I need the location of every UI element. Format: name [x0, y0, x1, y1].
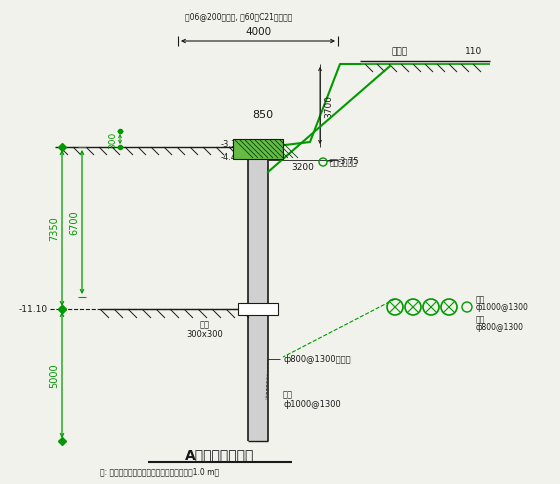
Text: 110: 110 [465, 47, 483, 56]
Text: 3700: 3700 [324, 94, 333, 117]
Text: ф800@1300: ф800@1300 [476, 323, 524, 332]
Text: 6700: 6700 [69, 210, 79, 235]
Text: 4000: 4000 [245, 27, 271, 37]
Text: 850: 850 [253, 110, 274, 120]
Text: -4.40: -4.40 [221, 153, 242, 162]
Text: ф1000@1300: ф1000@1300 [283, 400, 340, 408]
Text: 7350: 7350 [49, 216, 59, 241]
Bar [248, 160, 268, 441]
Text: ф800@1300桩桩桩: ф800@1300桩桩桩 [283, 355, 351, 364]
Bar [233, 140, 283, 160]
Text: 止止: 止止 [476, 315, 486, 324]
Text: 笔架路: 笔架路 [392, 47, 408, 56]
Text: ф1000@1300: ф1000@1300 [476, 303, 529, 312]
Bar [238, 303, 278, 316]
Text: 300x300: 300x300 [186, 329, 223, 338]
Text: 3200: 3200 [292, 163, 314, 172]
Text: 滨东路边坡线: 滨东路边坡线 [330, 158, 358, 167]
Text: 钻孔: 钻孔 [476, 295, 486, 304]
Text: 300: 300 [108, 131, 117, 148]
Text: 注: 止水桩超越帷幕边砂卵石层嵌入强化土层1.0 m。: 注: 止水桩超越帷幕边砂卵石层嵌入强化土层1.0 m。 [100, 467, 219, 475]
Text: 钢06@200钢筋网, 钢60筋C21砼喷射面: 钢06@200钢筋网, 钢60筋C21砼喷射面 [185, 13, 292, 21]
Text: 5000: 5000 [49, 363, 59, 388]
Text: 支撑: 支撑 [200, 319, 210, 328]
Text: 桩桩: 桩桩 [283, 390, 293, 399]
Text: -3.75: -3.75 [338, 157, 360, 166]
Text: -11.10: -11.10 [19, 305, 48, 314]
Text: -3.30: -3.30 [221, 140, 242, 149]
Text: A区基坑支护剖面: A区基坑支护剖面 [185, 447, 255, 461]
